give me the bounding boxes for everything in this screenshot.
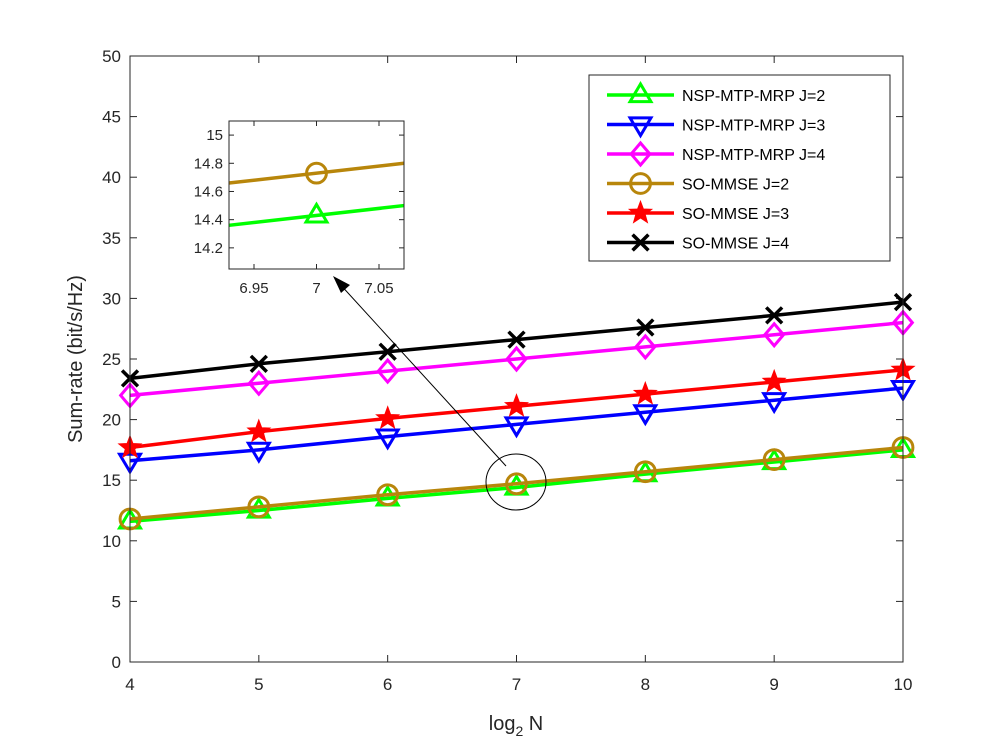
inset-x-tick-label: 6.95 (239, 280, 268, 297)
data-point-marker (247, 369, 271, 397)
y-axis-label: Sum-rate (bit/s/Hz) (65, 275, 87, 443)
inset-series-so-mmse-j-2 (228, 161, 405, 185)
inset-x-tick-label: 7 (312, 280, 320, 297)
plot-frame (129, 55, 904, 663)
series-line (129, 320, 904, 398)
data-point-marker (762, 321, 786, 349)
x-tick-label: 4 (125, 675, 134, 694)
inset-y-tick-label: 14.2 (194, 240, 223, 257)
data-point-marker (507, 330, 526, 349)
legend-label: SO-MMSE J=3 (682, 206, 789, 223)
legend-label: NSP-MTP-MRP J=3 (682, 118, 825, 135)
series-nsp-mtp-mrp-j-4 (118, 309, 915, 409)
zoom-arrow-head (333, 276, 350, 293)
data-point-marker (636, 318, 655, 337)
legend-marker (627, 116, 654, 139)
data-point-marker (376, 483, 400, 507)
data-point-marker (245, 441, 272, 464)
data-point-marker (633, 460, 657, 484)
data-point-marker (762, 448, 786, 471)
x-tick-label: 8 (641, 675, 650, 694)
series-line (129, 448, 904, 524)
y-tick-label: 10 (102, 532, 121, 551)
inset-series-line (228, 203, 405, 228)
legend-entry: NSP-MTP-MRP J=2 (607, 81, 825, 105)
data-point-marker (376, 357, 399, 385)
legend-label: SO-MMSE J=2 (682, 177, 789, 194)
legend-marker (629, 140, 652, 168)
series-so-mmse-j-3 (117, 356, 916, 459)
y-tick-label: 50 (102, 47, 121, 66)
data-point-marker (505, 472, 528, 496)
inset-series-nsp-mtp-mrp-j-2 (228, 201, 405, 228)
x-tick-label: 5 (254, 675, 263, 694)
y-tick-label: 40 (102, 168, 121, 187)
data-point-marker (632, 404, 659, 427)
inset-y-tick-label: 15 (206, 127, 223, 144)
y-tick-label: 15 (102, 471, 121, 490)
data-point-marker (246, 418, 272, 443)
y-tick-label: 5 (112, 592, 121, 611)
inset-y-tick-label: 14.6 (194, 183, 223, 200)
x-tick-label: 10 (894, 675, 913, 694)
y-tick-label: 25 (102, 350, 121, 369)
zoom-circle (485, 453, 547, 511)
data-point-marker (765, 306, 784, 325)
legend-label: SO-MMSE J=4 (682, 236, 789, 253)
data-point-marker (761, 392, 788, 415)
legend-entry: NSP-MTP-MRP J=3 (607, 116, 825, 139)
data-point-marker (374, 428, 401, 451)
inset-data-point-marker (305, 161, 328, 185)
x-axis-label: log2 N (489, 713, 544, 739)
inset-frame (228, 120, 405, 270)
legend-label: NSP-MTP-MRP J=2 (682, 88, 825, 105)
inset-axes: 14.2 14.4 14.6 14.8 15 6.95 7 7.05 (194, 120, 405, 297)
x-axis-label-subscript: 2 (515, 723, 523, 739)
inset-plot-area (228, 120, 405, 270)
legend-entry: SO-MMSE J=4 (607, 233, 789, 253)
series-line (129, 445, 904, 521)
x-tick-label: 7 (512, 675, 521, 694)
inset-y-tick-label: 14.8 (194, 155, 223, 172)
legend-marker (627, 199, 654, 224)
data-point-marker (249, 354, 268, 374)
legend-entry: SO-MMSE J=2 (607, 172, 789, 195)
data-point-marker (632, 380, 658, 405)
legend-entry: NSP-MTP-MRP J=4 (607, 140, 825, 168)
y-tick-label: 30 (102, 289, 121, 308)
data-point-marker (378, 342, 397, 361)
y-tick-label: 0 (112, 653, 121, 672)
data-point-marker (503, 393, 530, 417)
inset-x-tick-label: 7.05 (364, 280, 393, 297)
legend-marker (627, 81, 654, 104)
x-tick-label: 6 (383, 675, 392, 694)
y-tick-label: 35 (102, 229, 121, 248)
legend-entry: SO-MMSE J=3 (607, 199, 789, 224)
inset-series-line (228, 161, 405, 185)
y-tick-label: 45 (102, 108, 121, 127)
data-point-marker (247, 495, 271, 519)
data-point-marker (375, 405, 401, 430)
data-point-marker (634, 333, 657, 361)
x-tick-label: 9 (769, 675, 778, 694)
inset-y-tick-label: 14.4 (194, 212, 223, 229)
legend-marker (631, 233, 650, 252)
legend-box (588, 74, 891, 262)
x-axis-label-tail: N (523, 713, 543, 735)
inset-data-point-marker (303, 201, 330, 224)
zoom-arrow-line (337, 281, 507, 467)
data-point-marker (503, 416, 530, 439)
legend-label: NSP-MTP-MRP J=4 (682, 147, 825, 164)
legend-marker (629, 172, 652, 195)
data-point-marker (505, 345, 528, 373)
legend: NSP-MTP-MRP J=2 NSP-MTP-MRP J=3 NSP-MTP-MR… (607, 81, 825, 253)
data-point-marker (761, 368, 787, 393)
series-line (129, 386, 904, 463)
y-tick-label: 20 (102, 411, 121, 430)
